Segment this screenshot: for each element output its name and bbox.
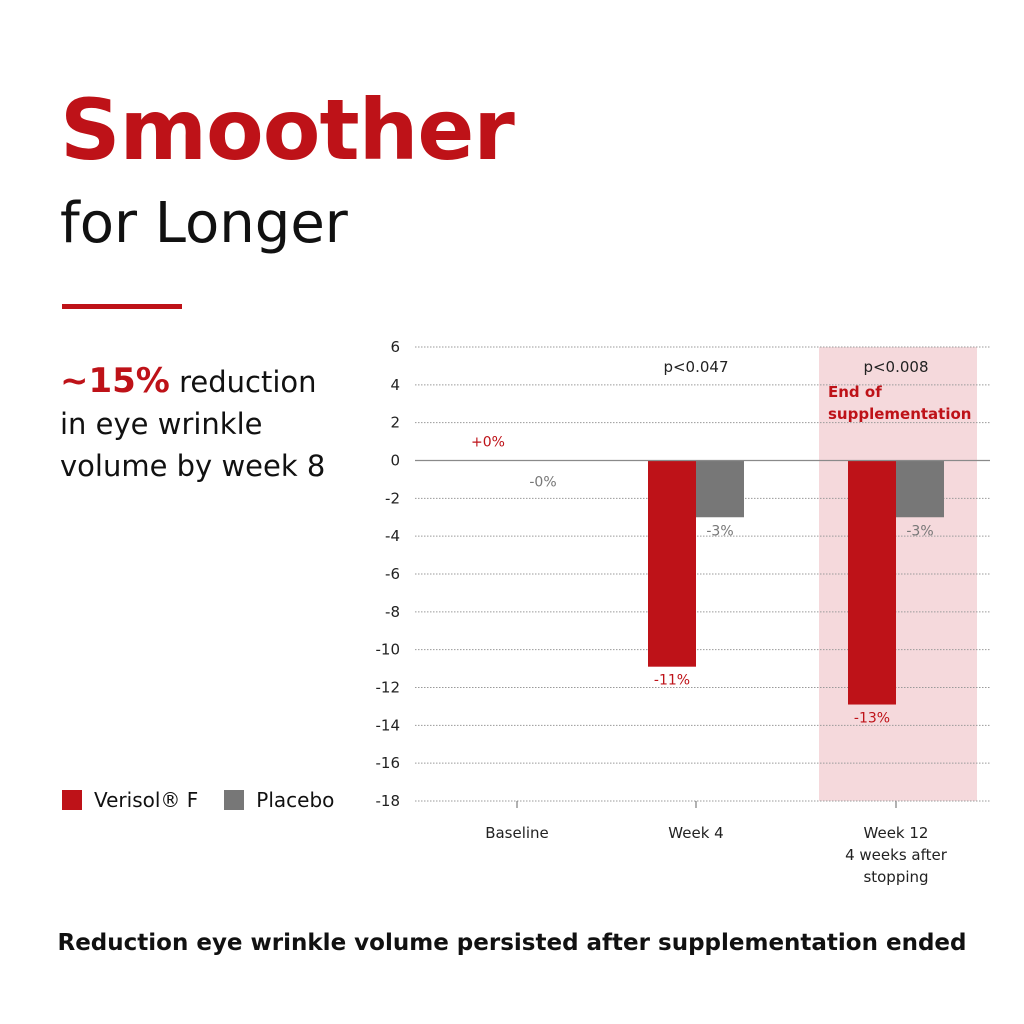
bar-verisol — [648, 460, 696, 667]
chart-legend: Verisol® F Placebo — [62, 788, 360, 812]
x-tick-label: 4 weeks after — [845, 846, 948, 864]
stat-highlight: ~15% — [60, 361, 170, 401]
y-tick-label: 4 — [390, 376, 400, 394]
bar-verisol — [848, 460, 896, 705]
y-tick-label: 2 — [390, 414, 400, 432]
legend-label-placebo: Placebo — [256, 788, 335, 812]
y-tick-label: -18 — [376, 792, 401, 810]
stat-callout: ~15% reduction in eye wrinkle volume by … — [60, 360, 360, 487]
p-value-label: p<0.008 — [863, 358, 928, 376]
bar-placebo — [896, 460, 944, 518]
highlight-label: End of — [828, 383, 882, 401]
y-tick-label: 0 — [390, 452, 400, 470]
legend-item-verisol: Verisol® F — [62, 788, 198, 812]
x-tick-label: Week 4 — [668, 824, 723, 842]
divider — [62, 304, 182, 309]
highlight-label: supplementation — [828, 405, 971, 423]
x-tick-label: Baseline — [485, 824, 549, 842]
legend-swatch-placebo — [224, 790, 245, 810]
legend-item-placebo: Placebo — [224, 788, 334, 812]
p-value-label: p<0.047 — [663, 358, 728, 376]
data-label: -3% — [906, 523, 933, 539]
page-title: Smoother — [60, 81, 515, 179]
y-tick-label: -6 — [385, 565, 400, 583]
y-tick-label: -10 — [376, 641, 401, 659]
bar-placebo — [696, 460, 744, 518]
y-tick-label: -12 — [376, 679, 401, 697]
y-tick-label: -8 — [385, 603, 400, 621]
stat-text-line1: reduction — [179, 365, 317, 399]
y-tick-label: -16 — [376, 754, 401, 772]
legend-label-verisol: Verisol® F — [94, 788, 199, 812]
stat-text-line2: in eye wrinkle — [60, 407, 263, 441]
data-label: -11% — [654, 673, 690, 689]
y-tick-label: -4 — [385, 527, 400, 545]
y-tick-label: 6 — [390, 338, 400, 356]
data-label: -0% — [529, 475, 556, 491]
page-subtitle: for Longer — [60, 191, 348, 256]
y-tick-label: -14 — [376, 716, 401, 734]
data-label: -3% — [706, 523, 733, 539]
data-label: +0% — [471, 435, 505, 451]
stat-text-line3: volume by week 8 — [60, 449, 326, 483]
x-tick-label: Week 12 — [864, 824, 929, 842]
footer-caption: Reduction eye wrinkle volume persisted a… — [57, 930, 967, 956]
legend-swatch-verisol — [62, 790, 82, 810]
y-tick-label: -2 — [385, 489, 400, 507]
x-tick-label: stopping — [863, 868, 928, 886]
data-label: -13% — [854, 711, 890, 727]
